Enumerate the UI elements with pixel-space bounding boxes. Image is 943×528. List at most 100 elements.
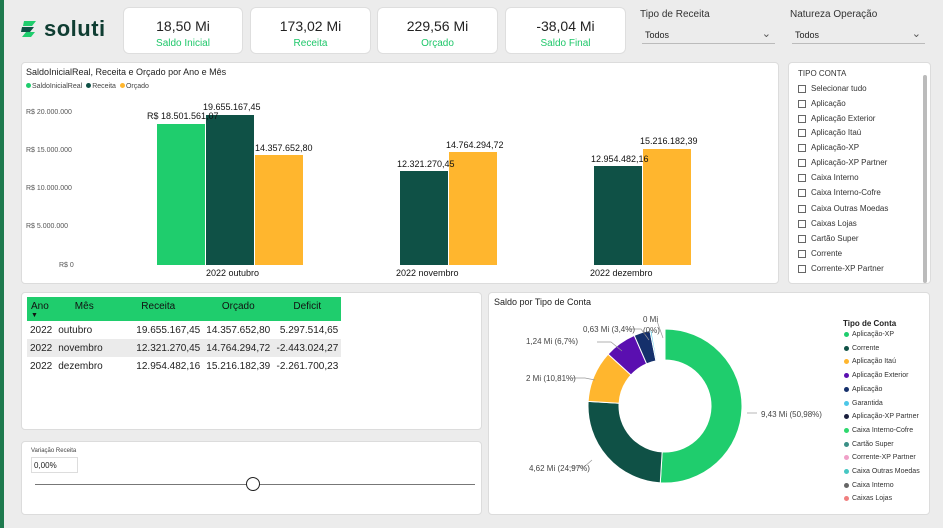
slicer-item-caixa-outras-moedas[interactable]: Caixa Outras Moedas — [798, 204, 888, 213]
checkbox[interactable] — [798, 128, 806, 137]
legend-item-orcado[interactable]: Orçado — [119, 83, 149, 90]
donut-slice-aplica-o-xp[interactable] — [659, 328, 743, 484]
tipo-conta-slicer: TIPO CONTA Selecionar tudo Aplicação Apl… — [788, 62, 931, 284]
y-tick-10m: R$ 10.000.000 — [26, 185, 72, 192]
donut-chart-panel: Saldo por Tipo de Conta 9,43 Mi (50,98%)… — [488, 292, 930, 515]
donut-label-exterior: 1,24 Mi (6,7%) — [526, 337, 578, 346]
bar-outubro-saldo[interactable] — [157, 124, 205, 265]
col-header-deficit[interactable]: Deficit — [273, 297, 342, 321]
checkbox[interactable] — [798, 204, 806, 213]
kpi-label: Saldo Inicial — [156, 38, 210, 49]
checkbox[interactable] — [798, 158, 806, 167]
cell-mes: novembro — [55, 339, 114, 357]
slicer-item-cartao-super[interactable]: Cartão Super — [798, 234, 859, 243]
donut-title: Saldo por Tipo de Conta — [494, 297, 592, 307]
soluti-logo-icon — [21, 21, 36, 37]
cell-receita: 12.954.482,16 — [136, 360, 201, 372]
cell-deficit: -2.261.700,23 — [276, 360, 339, 372]
donut-legend-item[interactable]: Aplicação-XP Partner — [844, 413, 919, 420]
checkbox[interactable] — [798, 219, 806, 228]
checkbox[interactable] — [798, 173, 806, 182]
donut-leaders — [569, 320, 757, 468]
slicer-item-caixas-lojas[interactable]: Caixas Lojas — [798, 219, 857, 228]
slider-value-input[interactable]: 0,00% — [31, 457, 78, 473]
bar-dezembro-orcado[interactable] — [643, 149, 691, 265]
slider-thumb[interactable] — [246, 477, 260, 491]
slicer-item-caixa-interno[interactable]: Caixa Interno — [798, 173, 859, 182]
bar-chart-title: SaldoInicialReal, Receita e Orçado por A… — [26, 67, 227, 77]
donut-slice-corrente[interactable] — [587, 400, 663, 484]
y-tick-15m: R$ 15.000.000 — [26, 147, 72, 154]
donut-legend-item[interactable]: Aplicação Exterior — [844, 372, 908, 379]
checkbox[interactable] — [798, 234, 806, 243]
donut-slice-garantida[interactable] — [649, 329, 658, 362]
bar-novembro-receita[interactable] — [400, 171, 448, 265]
y-tick-20m: R$ 20.000.000 — [26, 109, 72, 116]
filter-natureza-dropdown[interactable]: Todos ⌄ — [792, 26, 925, 44]
donut-legend-item[interactable]: Corrente-XP Partner — [844, 454, 916, 461]
x-tick-dezembro: 2022 dezembro — [590, 268, 653, 278]
slicer-item-aplicacao[interactable]: Aplicação — [798, 99, 846, 108]
kpi-value: 173,02 Mi — [279, 18, 342, 34]
slicer-item-corrente[interactable]: Corrente — [798, 249, 842, 258]
checkbox[interactable] — [798, 84, 806, 93]
checkbox[interactable] — [798, 264, 806, 273]
data-label-dez-receita: 12.954.482,16 — [591, 154, 649, 164]
donut-legend-title: Tipo de Conta — [843, 319, 897, 328]
donut-legend-item[interactable]: Corrente — [844, 345, 879, 352]
bar-novembro-orcado[interactable] — [449, 152, 497, 265]
checkbox[interactable] — [798, 188, 806, 197]
bar-dezembro-receita[interactable] — [594, 166, 642, 265]
kpi-orcado: 229,56 Mi Orçado — [377, 7, 498, 54]
col-header-mes[interactable]: Mês — [55, 297, 114, 321]
cell-ano: 2022 — [30, 324, 53, 336]
donut-label-aplicacao-xp: 9,43 Mi (50,98%) — [761, 410, 822, 419]
cell-deficit: -2.443.024,27 — [273, 339, 342, 357]
slicer-item-caixa-interno-cofre[interactable]: Caixa Interno-Cofre — [798, 188, 881, 197]
slicer-item-corrente-xp-partner[interactable]: Corrente-XP Partner — [798, 264, 884, 273]
data-label-out-saldo: R$ 18.501.561,07 — [147, 111, 219, 121]
legend-item-saldo[interactable]: SaldoInicialReal — [26, 83, 82, 90]
table-row[interactable]: 2022 dezembro 12.954.482,16 15.216.182,3… — [27, 357, 341, 375]
donut-legend-item[interactable]: Aplicação — [844, 386, 882, 393]
col-header-receita[interactable]: Receita — [113, 297, 204, 321]
filter-natureza-label: Natureza Operação — [790, 9, 878, 20]
chevron-down-icon: ⌄ — [761, 28, 771, 40]
donut-label-aplicacao: 0,63 Mi (3,4%) — [583, 325, 635, 334]
data-label-nov-orcado: 14.764.294,72 — [446, 140, 504, 150]
donut-legend-item[interactable]: Aplicação-XP — [844, 331, 894, 338]
slicer-scrollbar[interactable] — [923, 75, 927, 283]
y-tick-0: R$ 0 — [59, 262, 74, 269]
checkbox[interactable] — [798, 143, 806, 152]
donut-legend-item[interactable]: Garantida — [844, 400, 883, 407]
donut-legend-item[interactable]: Aplicação Itaú — [844, 358, 896, 365]
bar-outubro-orcado[interactable] — [255, 155, 303, 265]
slicer-item-selecionar-tudo[interactable]: Selecionar tudo — [798, 84, 867, 93]
donut-legend-item[interactable]: Caixa Interno — [844, 482, 894, 489]
cell-ano: 2022 — [27, 339, 56, 357]
bar-chart-svg: R$ 20.000.000 R$ 15.000.000 R$ 10.000.00… — [26, 102, 698, 278]
donut-legend-item[interactable]: Cartão Super — [844, 441, 894, 448]
col-header-orcado[interactable]: Orçado — [203, 297, 274, 321]
kpi-label: Receita — [293, 38, 328, 49]
cell-receita: 12.321.270,45 — [113, 339, 204, 357]
bar-outubro-receita[interactable] — [206, 115, 254, 265]
slicer-item-aplicacao-xp[interactable]: Aplicação-XP — [798, 143, 859, 152]
legend-item-receita[interactable]: Receita — [86, 83, 116, 90]
checkbox[interactable] — [798, 249, 806, 258]
donut-legend-item[interactable]: Caixa Interno-Cofre — [844, 427, 913, 434]
table-row[interactable]: 2022 novembro 12.321.270,45 14.764.294,7… — [27, 339, 342, 357]
slicer-item-aplicacao-exterior[interactable]: Aplicação Exterior — [798, 114, 875, 123]
slicer-item-aplicacao-itau[interactable]: Aplicação Itaú — [798, 128, 861, 137]
brand-name: soluti — [44, 16, 106, 41]
checkbox[interactable] — [798, 114, 806, 123]
col-header-ano[interactable]: Ano ▼ — [27, 297, 56, 321]
cell-receita: 19.655.167,45 — [136, 324, 201, 336]
donut-legend-item[interactable]: Caixa Outras Moedas — [844, 468, 920, 475]
donut-legend-item[interactable]: Caixas Lojas — [844, 495, 892, 502]
filter-tipo-receita-dropdown[interactable]: Todos ⌄ — [642, 26, 775, 44]
slicer-item-aplicacao-xp-partner[interactable]: Aplicação-XP Partner — [798, 158, 887, 167]
checkbox[interactable] — [798, 99, 806, 108]
kpi-value: 18,50 Mi — [156, 18, 210, 34]
table-row[interactable]: 2022 outubro 19.655.167,45 14.357.652,80… — [27, 321, 341, 339]
